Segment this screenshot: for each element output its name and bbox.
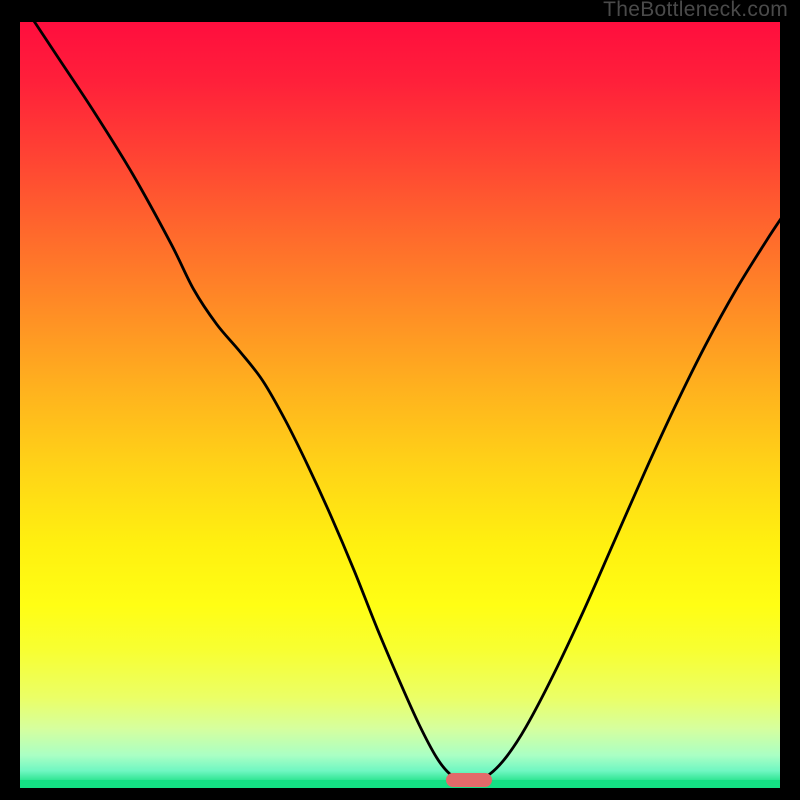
minimum-marker — [446, 773, 492, 787]
chart-container: TheBottleneck.com — [0, 0, 800, 800]
chart-frame — [18, 20, 782, 790]
watermark-text: TheBottleneck.com — [603, 0, 788, 22]
